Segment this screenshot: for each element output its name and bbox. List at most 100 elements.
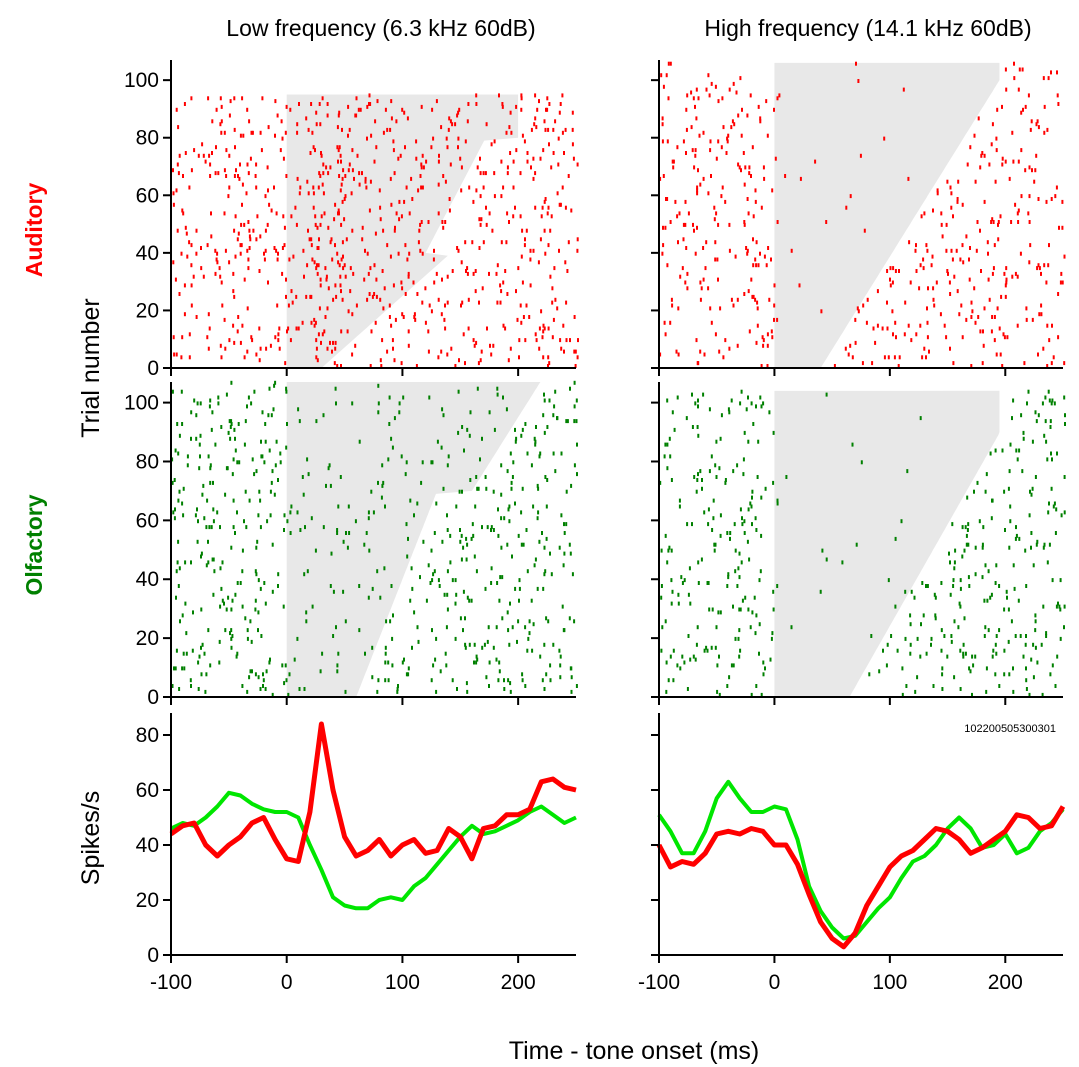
- spike-low-aud: [467, 297, 470, 302]
- spike-high-olf: [985, 689, 988, 694]
- spike-low-olf: [273, 492, 276, 497]
- spike-low-aud: [349, 289, 352, 294]
- spike-low-olf: [472, 533, 475, 538]
- spike-low-aud: [576, 248, 579, 253]
- spike-low-olf: [328, 463, 331, 468]
- spike-low-aud: [312, 145, 315, 150]
- spike-high-olf: [701, 478, 703, 482]
- x-tick-label: 100: [872, 971, 907, 994]
- spike-high-olf: [1064, 413, 1066, 418]
- spike-high-olf: [718, 692, 721, 697]
- spike-low-olf: [466, 542, 469, 547]
- spike-high-olf: [707, 507, 710, 512]
- spike-low-olf: [232, 457, 235, 462]
- spike-low-aud: [208, 326, 211, 331]
- spike-low-aud: [485, 122, 488, 127]
- spike-high-aud: [1061, 199, 1064, 204]
- spike-high-aud: [1004, 67, 1007, 72]
- spike-low-aud: [379, 297, 382, 302]
- spike-high-aud: [994, 179, 997, 184]
- spike-high-aud: [988, 297, 991, 302]
- spike-low-aud: [340, 257, 343, 262]
- spike-low-aud: [285, 294, 287, 299]
- spike-low-aud: [206, 335, 209, 340]
- spike-low-olf: [576, 472, 578, 477]
- spike-low-aud: [228, 260, 231, 265]
- spike-high-aud: [1006, 335, 1009, 340]
- spike-low-aud: [188, 185, 191, 190]
- spike-low-olf: [440, 445, 443, 450]
- spike-high-olf: [1051, 663, 1054, 668]
- spike-high-aud: [1057, 292, 1060, 296]
- spike-low-aud: [526, 151, 529, 155]
- spike-low-aud: [421, 251, 424, 256]
- spike-low-aud: [480, 217, 483, 222]
- spike-high-olf: [667, 548, 670, 553]
- spike-high-olf: [1036, 539, 1039, 544]
- spike-low-olf: [305, 610, 308, 615]
- spike-low-olf: [508, 504, 511, 509]
- spike-low-aud: [210, 234, 213, 239]
- spike-low-aud: [320, 151, 322, 155]
- spike-low-aud: [415, 364, 418, 368]
- spike-low-aud: [412, 280, 415, 285]
- spike-low-aud: [515, 148, 518, 153]
- spike-high-aud: [666, 197, 669, 201]
- spike-low-aud: [234, 145, 236, 150]
- spike-low-aud: [502, 323, 505, 328]
- spike-low-aud: [486, 326, 488, 331]
- spike-high-aud: [690, 125, 693, 130]
- spike-low-aud: [421, 185, 424, 190]
- y-tick-label: 40: [136, 834, 159, 857]
- spike-low-olf: [443, 592, 446, 597]
- spike-low-aud: [175, 352, 178, 357]
- spike-low-aud: [522, 315, 525, 319]
- spike-high-aud: [763, 176, 766, 181]
- spike-low-aud: [181, 335, 184, 340]
- spike-low-aud: [314, 148, 316, 153]
- spike-low-olf: [178, 687, 181, 691]
- x-tick-label: 0: [281, 971, 293, 994]
- spike-high-aud: [662, 243, 665, 248]
- spike-high-aud: [1028, 220, 1031, 224]
- spike-high-aud: [743, 292, 746, 296]
- spike-high-olf: [730, 398, 733, 403]
- spike-high-aud: [961, 243, 964, 248]
- spike-low-olf: [552, 413, 555, 418]
- spike-high-olf: [909, 622, 912, 627]
- spike-high-aud: [863, 228, 866, 233]
- spike-high-aud: [866, 297, 869, 302]
- spike-high-aud: [847, 352, 850, 357]
- spike-low-aud: [275, 248, 278, 253]
- spike-low-aud: [501, 102, 504, 106]
- y-tick-label: 40: [136, 242, 159, 265]
- spike-high-aud: [857, 309, 860, 314]
- spike-high-aud: [1024, 104, 1027, 109]
- spike-low-aud: [306, 179, 309, 184]
- spike-low-aud: [357, 107, 360, 112]
- spike-low-aud: [319, 277, 322, 282]
- spike-low-aud: [420, 162, 423, 167]
- spike-low-aud: [327, 225, 330, 230]
- spike-low-aud: [442, 174, 445, 178]
- spike-low-aud: [315, 338, 318, 343]
- spike-low-aud: [319, 283, 322, 288]
- spike-low-olf: [389, 619, 392, 624]
- spike-low-aud: [346, 329, 349, 334]
- spike-low-aud: [339, 283, 342, 288]
- spike-high-aud: [699, 297, 702, 302]
- spike-high-aud: [699, 182, 702, 187]
- spike-low-olf: [372, 510, 375, 515]
- spike-low-olf: [377, 480, 379, 485]
- spike-high-olf: [1025, 678, 1028, 683]
- spike-high-olf: [755, 613, 758, 618]
- spike-low-olf: [209, 663, 212, 668]
- spike-high-olf: [691, 425, 694, 429]
- spike-low-olf: [347, 504, 350, 509]
- spike-high-olf: [670, 578, 673, 583]
- spike-high-aud: [660, 73, 663, 78]
- spike-high-aud: [959, 257, 962, 262]
- spike-low-aud: [543, 228, 546, 233]
- spike-low-olf: [274, 380, 277, 385]
- spike-low-aud: [437, 182, 440, 187]
